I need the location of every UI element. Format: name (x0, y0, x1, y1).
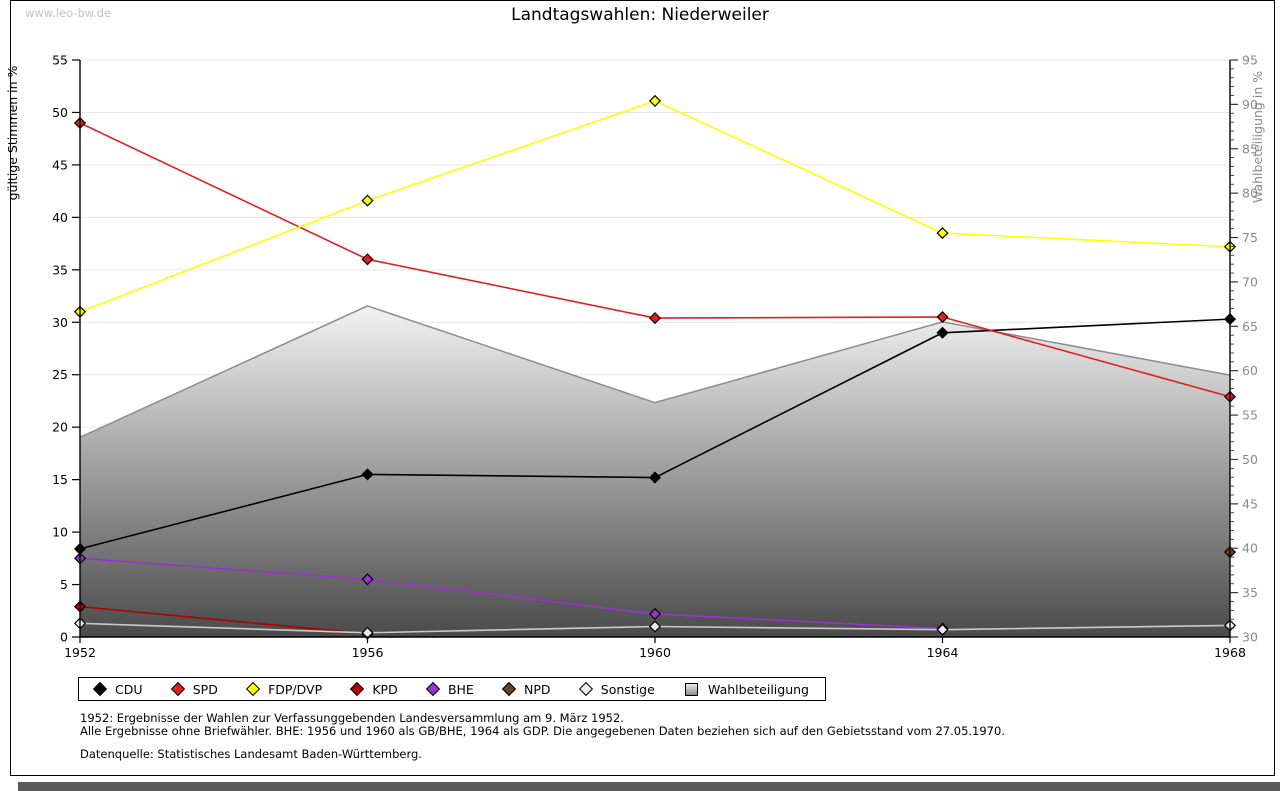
svg-text:40: 40 (1242, 541, 1258, 556)
data-markers (73, 94, 1237, 640)
svg-text:55: 55 (1242, 408, 1258, 423)
data-source: Datenquelle: Statistisches Landesamt Bad… (80, 747, 422, 761)
chart-legend: CDU SPD FDP/DVP KPD BHE NPD Sonstige Wahlbeteil… (78, 677, 826, 701)
right-axis-title: Wahlbeteiligung in % (1250, 71, 1265, 203)
svg-text:75: 75 (1242, 230, 1258, 245)
svg-text:20: 20 (52, 420, 68, 435)
legend-swatch (425, 681, 441, 697)
left-axis-title: gültige Stimmen in % (5, 65, 20, 200)
page-title: Landtagswahlen: Niederweiler (511, 5, 769, 25)
svg-text:50: 50 (52, 105, 68, 120)
legend-label: BHE (447, 681, 474, 697)
marker-fdp-dvp-1960 (648, 94, 662, 107)
marker-sonstige-1960 (648, 620, 662, 633)
footnote-method: Alle Ergebnisse ohne Briefwähler. BHE: 1… (80, 724, 1005, 738)
svg-text:45: 45 (52, 157, 68, 172)
legend-item-fdp-dvp: FDP/DVP (245, 681, 323, 697)
legend-label: KPD (372, 681, 398, 697)
svg-text:25: 25 (52, 367, 68, 382)
svg-text:85: 85 (1242, 141, 1258, 156)
legend-item-kpd: KPD (350, 681, 398, 697)
marker-fdp-dvp-1964 (936, 227, 949, 240)
legend-label: SPD (192, 681, 218, 697)
legend-label: Sonstige (600, 681, 655, 697)
svg-text:10: 10 (52, 525, 68, 540)
svg-text:60: 60 (1242, 363, 1258, 378)
marker-bhe-1956 (361, 573, 374, 586)
svg-text:90: 90 (1242, 97, 1258, 112)
svg-text:15: 15 (52, 472, 68, 487)
legend-item-spd: SPD (170, 681, 218, 697)
legend-label: NPD (524, 681, 551, 697)
svg-text:30: 30 (1242, 630, 1258, 645)
legend-item-sonstige: Sonstige (578, 681, 655, 697)
svg-text:55: 55 (52, 53, 68, 68)
axes: 0 5 10 15 20 25 30 35 40 45 50 55 30 35 40 45 50 55 60 65 70… (52, 53, 1258, 661)
marker-spd-1960 (648, 312, 662, 325)
marker-bhe-1960 (648, 607, 662, 620)
legend-swatch (92, 681, 108, 697)
participation-edge (79, 305, 1231, 438)
legend-swatch (578, 681, 593, 697)
svg-text:35: 35 (52, 262, 68, 277)
marker-cdu-1964 (936, 326, 949, 339)
svg-text:50: 50 (1242, 452, 1258, 467)
svg-text:1964: 1964 (927, 645, 959, 660)
line-kpd (79, 605, 368, 635)
marker-sonstige-1964 (936, 623, 949, 636)
legend-item-bhe: BHE (425, 681, 474, 697)
svg-text:1960: 1960 (639, 645, 671, 660)
marker-fdp-dvp-1956 (361, 194, 374, 207)
legend-swatch (245, 681, 261, 697)
legend-label: CDU (115, 681, 143, 697)
legend-label: FDP/DVP (268, 681, 323, 697)
svg-text:45: 45 (1242, 496, 1258, 511)
footnote-1952: 1952: Ergebnisse der Wahlen zur Verfassu… (80, 711, 624, 725)
legend-item-npd: NPD (501, 681, 551, 697)
legend-swatch (501, 681, 517, 697)
svg-text:0: 0 (60, 630, 68, 645)
frame-shadow (18, 782, 1280, 791)
marker-spd-1956 (361, 253, 374, 266)
legend-swatch (350, 681, 365, 697)
participation-area (80, 305, 1230, 637)
svg-text:1952: 1952 (64, 645, 96, 660)
svg-text:35: 35 (1242, 585, 1258, 600)
svg-text:1956: 1956 (352, 645, 384, 660)
marker-spd-1964 (936, 310, 949, 324)
legend-swatch (170, 681, 185, 697)
legend-item-wahlbeteiligung: Wahlbeteiligung (685, 682, 809, 697)
svg-text:80: 80 (1242, 186, 1258, 201)
legend-swatch (685, 682, 699, 696)
marker-cdu-1960 (648, 471, 662, 484)
svg-text:1968: 1968 (1214, 645, 1246, 660)
line-bhe (79, 557, 943, 630)
svg-text:40: 40 (52, 210, 68, 225)
line-fdp-dvp (79, 100, 1231, 313)
watermark: www.leo-bw.de (25, 6, 112, 20)
legend-item-cdu: CDU (92, 681, 143, 697)
svg-text:70: 70 (1242, 274, 1258, 289)
svg-text:5: 5 (60, 577, 68, 592)
svg-text:30: 30 (52, 315, 68, 330)
marker-cdu-1956 (361, 468, 374, 481)
svg-text:65: 65 (1242, 319, 1258, 334)
svg-text:95: 95 (1242, 53, 1258, 68)
legend-label: Wahlbeteiligung (708, 681, 809, 697)
